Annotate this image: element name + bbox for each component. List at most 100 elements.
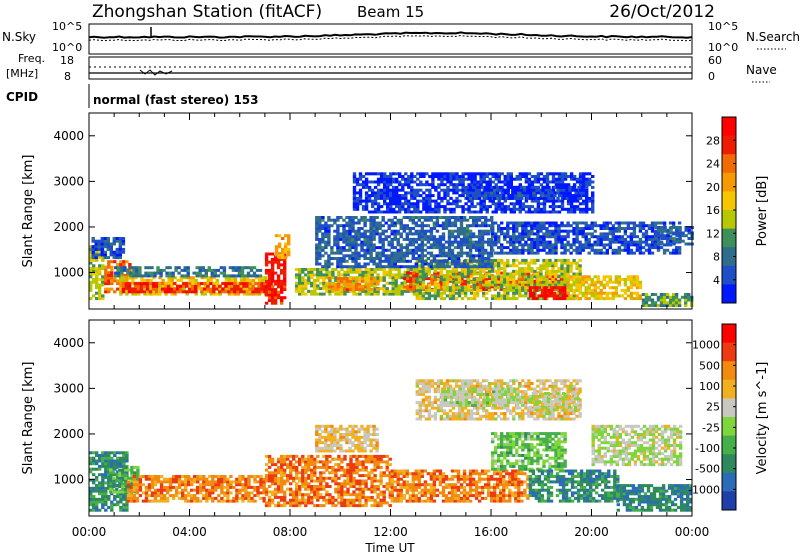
heatmap-cell [563, 224, 567, 228]
heatmap-cell [591, 185, 595, 189]
heatmap-cell [336, 285, 341, 289]
heatmap-cell [281, 250, 285, 254]
heatmap-cell [433, 297, 438, 301]
heatmap-cell [348, 265, 352, 269]
heatmap-cell [553, 277, 558, 281]
heatmap-cell [427, 288, 432, 292]
heatmap-cell [496, 196, 500, 200]
heatmap-cell [106, 245, 110, 249]
heatmap-cell [140, 276, 144, 280]
heatmap-cell [295, 268, 299, 271]
heatmap-cell [375, 251, 379, 255]
heatmap-cell [562, 185, 566, 189]
heatmap-cell [336, 277, 341, 281]
heatmap-cell [318, 227, 322, 230]
heatmap-cell [487, 265, 491, 269]
heatmap-cell [98, 278, 102, 281]
heatmap-cell [103, 237, 107, 240]
heatmap-cell [414, 232, 418, 236]
heatmap-cell [514, 279, 518, 283]
heatmap-cell [404, 177, 408, 181]
heatmap-cell [527, 237, 531, 241]
heatmap-cell [444, 218, 449, 222]
heatmap-cell [471, 216, 476, 219]
heatmap-cell [533, 240, 537, 244]
heatmap-cell [307, 281, 311, 285]
heatmap-cell [533, 246, 537, 250]
heatmap-cell [369, 279, 374, 283]
heatmap-cell [242, 278, 247, 282]
heatmap-cell [560, 280, 564, 284]
heatmap-cell [496, 277, 500, 281]
heatmap-cell [529, 194, 533, 198]
heatmap-cell [434, 207, 438, 211]
heatmap-cell [563, 235, 567, 239]
heatmap-cell [390, 259, 394, 263]
heatmap-cell [460, 282, 464, 286]
heatmap-cell [379, 191, 384, 195]
heatmap-cell [462, 262, 467, 266]
heatmap-cell [497, 258, 501, 262]
heatmap-cell [411, 216, 415, 219]
heatmap-cell [92, 497, 96, 501]
heatmap-cell [500, 286, 504, 290]
heatmap-cell [110, 273, 114, 277]
heatmap-cell [432, 254, 437, 258]
heatmap-cell [647, 248, 652, 252]
heatmap-cell [336, 227, 340, 230]
heatmap-cell [354, 279, 359, 283]
heatmap-cell [578, 275, 582, 279]
heatmap-cell [360, 232, 364, 236]
heatmap-cell [390, 265, 394, 269]
heatmap-cell [530, 275, 534, 279]
heatmap-cell [584, 227, 588, 230]
heatmap-cell [104, 489, 108, 493]
heatmap-cell [491, 175, 495, 178]
heatmap-cell [569, 283, 573, 287]
heatmap-cell [590, 248, 594, 252]
heatmap-cell [333, 257, 337, 260]
heatmap-cell [566, 291, 570, 295]
heatmap-cell [315, 237, 319, 241]
heatmap-cell [283, 282, 287, 286]
heatmap-cell [128, 276, 132, 280]
heatmap-cell [443, 210, 447, 214]
heatmap-cell [656, 298, 661, 302]
heatmap-cell [515, 286, 519, 290]
heatmap-cell [503, 232, 507, 236]
heatmap-cell [545, 175, 550, 178]
heatmap-cell [417, 246, 421, 250]
heatmap-cell [180, 274, 184, 278]
heatmap-cell [566, 240, 570, 244]
heatmap-cell [518, 291, 522, 295]
heatmap-cell [393, 251, 397, 255]
heatmap-cell [487, 251, 491, 255]
heatmap-cell [413, 196, 417, 200]
heatmap-cell [417, 248, 421, 252]
heatmap-cell [590, 221, 594, 225]
heatmap-cell [91, 247, 95, 251]
heatmap-cell [337, 292, 341, 296]
heatmap-cell [405, 235, 409, 239]
heatmap-cell [375, 288, 380, 291]
heatmap-cell [458, 199, 462, 203]
heatmap-cell [499, 194, 503, 198]
heatmap-cell [433, 277, 437, 281]
heatmap-cell [521, 258, 525, 262]
heatmap-cell [89, 256, 93, 260]
heatmap-cell [412, 268, 416, 271]
heatmap-cell [500, 172, 504, 176]
heatmap-cell [336, 232, 340, 236]
heatmap-cell [389, 202, 393, 206]
heatmap-cell [319, 268, 323, 271]
heatmap-cell [354, 232, 358, 236]
heatmap-cell [325, 284, 329, 288]
heatmap-cell [425, 205, 429, 209]
heatmap-cell [392, 199, 396, 203]
heatmap-cell [114, 271, 118, 275]
heatmap-cell [471, 224, 476, 228]
heatmap-cell [632, 221, 637, 225]
heatmap-cell [159, 268, 163, 272]
heatmap-cell [144, 266, 148, 270]
heatmap-cell [95, 459, 99, 463]
